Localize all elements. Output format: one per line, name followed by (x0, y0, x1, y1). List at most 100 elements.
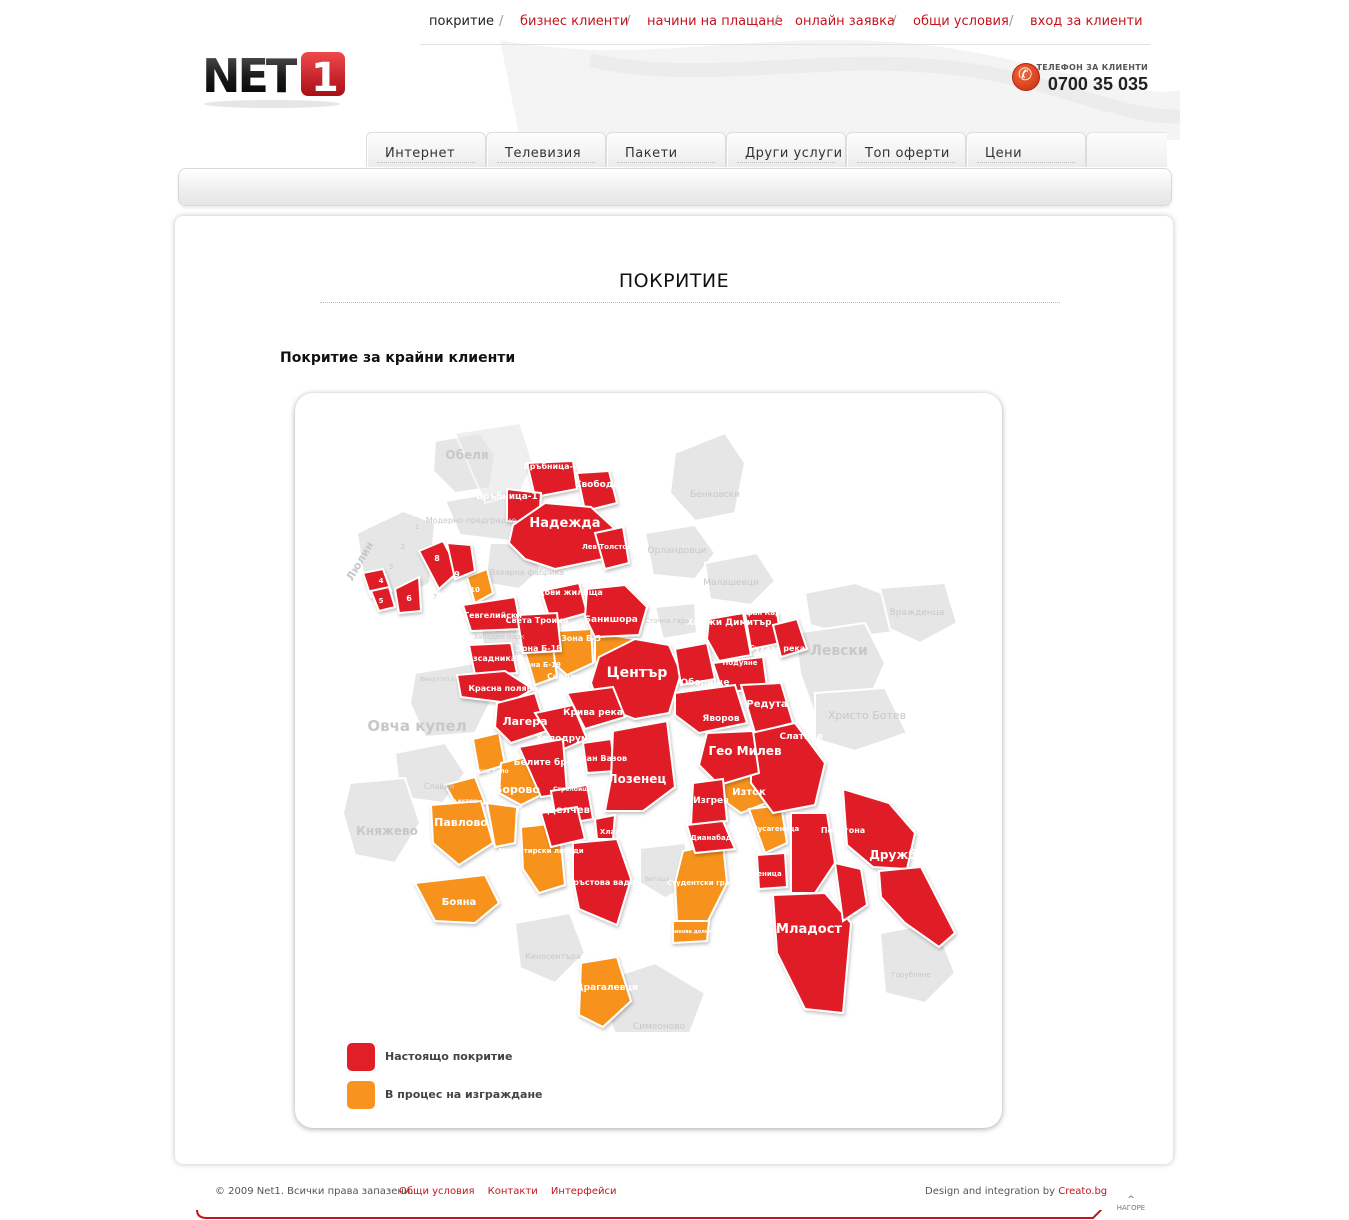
svg-text:Изгрев: Изгрев (693, 796, 729, 806)
svg-text:Дианабад: Дианабад (691, 834, 732, 842)
svg-text:Студентски град: Студентски град (667, 879, 736, 887)
svg-text:Малинова долина: Малинова долина (663, 929, 715, 935)
svg-text:Симеоново: Симеоново (633, 1022, 686, 1032)
svg-text:8: 8 (434, 554, 440, 563)
svg-text:Яворов: Яворов (702, 714, 739, 724)
header-swoosh-decoration (500, 40, 1180, 140)
svg-text:Сухата река: Сухата река (749, 644, 805, 653)
svg-text:Лев Толстой: Лев Толстой (582, 543, 632, 551)
footer-link-interfaces[interactable]: Интерфейси (550, 1186, 617, 1197)
topnav-online-order[interactable]: онлайн заявка (795, 14, 895, 29)
tab-label: Цени (985, 146, 1023, 161)
topnav-coverage[interactable]: покритие (429, 14, 495, 29)
phone-icon (1012, 63, 1040, 91)
page-title: ПОКРИТИЕ (618, 270, 730, 292)
svg-text:Красно село: Красно село (465, 768, 508, 775)
svg-text:Дружба: Дружба (869, 848, 925, 862)
net1-logo[interactable]: NET 1 (200, 46, 350, 110)
footer-links: Общи условия Контакти Интерфейси (399, 1186, 626, 1197)
copyright: © 2009 Net1. Всички права запазени. (215, 1186, 414, 1197)
tab-label: Интернет (385, 146, 456, 161)
creato-link[interactable]: Creato.bg (1058, 1186, 1108, 1197)
svg-text:Сердика: Сердика (547, 672, 587, 681)
back-to-top-button[interactable]: ^ НАГОРЕ (1114, 1196, 1148, 1216)
tab-internet[interactable]: Интернет (366, 132, 486, 167)
tab-packages[interactable]: Пакети (606, 132, 726, 167)
building-districts (413, 567, 789, 1029)
credit-prefix: Design and integration by (925, 1186, 1056, 1197)
topnav-business-clients[interactable]: бизнес клиенти (520, 14, 629, 29)
tab-label: Телевизия (505, 146, 582, 161)
svg-text:Павлово: Павлово (434, 816, 488, 829)
topnav-client-login[interactable]: вход за клиенти (1030, 14, 1143, 29)
svg-text:Малашевци: Малашевци (703, 578, 759, 588)
svg-text:Бояна: Бояна (442, 897, 477, 908)
svg-text:Лозенец: Лозенец (608, 772, 667, 786)
svg-text:Изток: Изток (732, 787, 766, 798)
svg-text:10: 10 (470, 586, 480, 594)
svg-text:Връбница-1: Връбница-1 (476, 491, 538, 502)
svg-text:Хиподрума: Хиподрума (536, 734, 595, 744)
svg-text:Подуяне: Подуяне (723, 659, 758, 667)
svg-text:Оборище: Оборище (681, 677, 730, 688)
svg-text:9: 9 (454, 570, 460, 579)
svg-text:Мусагеница: Мусагеница (751, 825, 800, 833)
svg-text:Белите брези: Белите брези (514, 757, 585, 768)
footer-link-contacts[interactable]: Контакти (487, 1186, 538, 1197)
tab-top-offers[interactable]: Топ оферти (846, 132, 966, 167)
section-title: Покритие за крайни клиенти (280, 350, 516, 366)
svg-text:Младост: Младост (776, 922, 842, 937)
svg-text:Овча купел: Овча купел (367, 717, 466, 735)
svg-text:Фондови жилища: Фондови жилища (519, 588, 603, 597)
svg-text:Надежда: Надежда (529, 516, 600, 531)
svg-text:Вражденца: Вражденца (890, 608, 945, 618)
svg-text:Факултета: Факултета (420, 676, 455, 683)
footer-link-terms[interactable]: Общи условия (399, 1186, 475, 1197)
svg-text:Стефан Караджа: Стефан Караджа (732, 609, 803, 617)
svg-text:Манастирски ливади: Манастирски ливади (498, 847, 583, 855)
covered-districts (361, 459, 957, 1015)
tab-prices[interactable]: Цени (966, 132, 1086, 167)
svg-text:Христо Ботев: Христо Ботев (828, 709, 906, 722)
svg-text:Левски: Левски (810, 643, 868, 659)
logo-text: NET (202, 49, 298, 103)
svg-text:Бъкстон: Бъкстон (449, 798, 477, 805)
svg-text:Център: Център (607, 665, 668, 681)
svg-text:Хаджи Димитър: Хаджи Димитър (686, 618, 772, 628)
svg-text:Света Троица: Света Троица (506, 616, 569, 625)
svg-text:Кинocентъра: Кинocентъра (525, 952, 581, 961)
topnav-terms[interactable]: общи условия (913, 14, 1009, 29)
tab-television[interactable]: Телевизия (486, 132, 606, 167)
svg-text:Полигона: Полигона (821, 826, 865, 835)
legend-swatch-orange (347, 1081, 375, 1109)
phone-caption: ТЕЛЕФОН ЗА КЛИЕНТИ (1036, 63, 1148, 72)
chevron-up-icon: ^ (1127, 1195, 1135, 1205)
svg-text:Стрелбище: Стрелбище (553, 786, 593, 793)
topnav-separator: / (774, 14, 779, 29)
svg-text:Разсадника: Разсадника (462, 654, 516, 663)
logo-number: 1 (311, 55, 339, 101)
svg-text:Лагера: Лагера (502, 715, 547, 728)
svg-text:3: 3 (389, 563, 393, 571)
tab-filler (1086, 132, 1167, 167)
svg-text:Зона Б-19: Зона Б-19 (521, 661, 561, 669)
tab-label: Други услуги (745, 146, 843, 161)
topnav-payment-methods[interactable]: начини на плащане (647, 14, 783, 29)
legend-label: В процес на изграждане (385, 1088, 543, 1101)
svg-text:Гео Милев: Гео Милев (708, 744, 781, 758)
svg-text:Редута: Редута (746, 699, 787, 710)
sofia-coverage-map: Връбница-2 Свобода Връбница-1 Надежда Ле… (341, 421, 959, 1033)
svg-text:Кръстова вада: Кръстова вада (567, 878, 636, 887)
tab-label: Топ оферти (865, 146, 950, 161)
legend-label: Настоящо покритие (385, 1050, 513, 1063)
inactive-districts (341, 421, 959, 1033)
svg-text:Модерно предградие: Модерно предградие (426, 516, 517, 525)
svg-text:6: 6 (406, 594, 412, 603)
tab-other-services[interactable]: Други услуги (726, 132, 846, 167)
svg-text:Горубляне: Горубляне (891, 971, 930, 979)
svg-text:Банишора: Банишора (584, 615, 638, 625)
phone-number[interactable]: 0700 35 035 (1047, 74, 1148, 94)
svg-text:Гевгелийски: Гевгелийски (464, 611, 522, 620)
svg-text:Обеля: Обеля (445, 448, 488, 462)
title-divider (320, 302, 1060, 303)
